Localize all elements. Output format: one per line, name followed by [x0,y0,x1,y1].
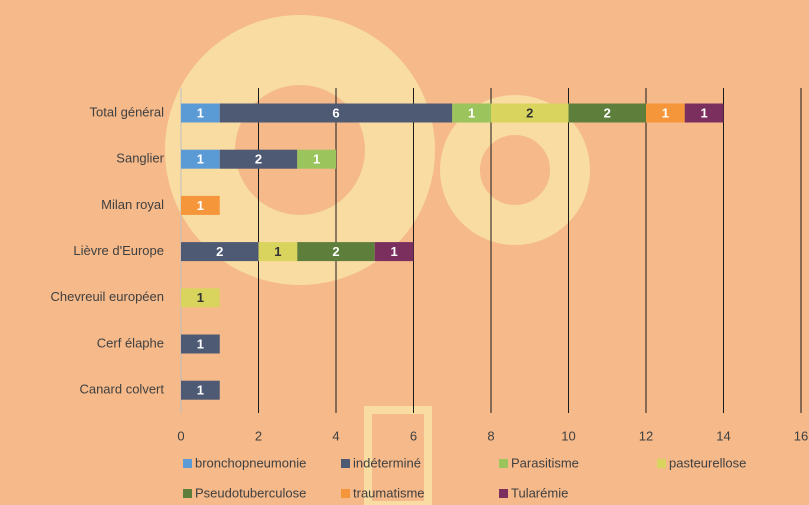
data-label: 1 [197,336,204,351]
data-label: 2 [332,244,339,259]
x-tick-label: 16 [794,428,808,443]
y-tick-label: Sanglier [116,151,164,166]
legend-label: pasteurellose [669,455,746,470]
legend-swatch [183,489,192,498]
data-label: 1 [197,290,204,305]
data-label: 2 [216,244,223,259]
legend-swatch [183,459,192,468]
legend-swatch [341,489,350,498]
legend-label: traumatisme [353,485,425,500]
data-label: 1 [701,105,708,120]
data-label: 1 [391,244,398,259]
y-tick-label: Cerf élaphe [97,335,164,350]
x-tick-label: 12 [639,428,653,443]
y-tick-label: Milan royal [101,197,164,212]
legend-label: Tularémie [511,485,568,500]
y-tick-label: Total général [90,104,165,119]
y-tick-label: Lièvre d'Europe [73,243,164,258]
data-label: 6 [332,105,339,120]
legend-swatch [657,459,666,468]
x-tick-label: 0 [177,428,184,443]
legend-swatch [499,459,508,468]
data-label: 1 [313,152,320,167]
x-tick-label: 14 [716,428,730,443]
y-tick-label: Chevreuil européen [51,289,164,304]
chart: 0246810121416Total général1612211Sanglie… [0,0,809,505]
data-label: 1 [197,383,204,398]
data-label: 1 [274,244,281,259]
data-label: 2 [255,152,262,167]
x-tick-label: 6 [410,428,417,443]
legend-label: bronchopneumonie [195,455,306,470]
legend-swatch [341,459,350,468]
data-label: 1 [468,105,475,120]
legend-swatch [499,489,508,498]
x-tick-label: 8 [487,428,494,443]
data-label: 1 [197,198,204,213]
legend-label: Pseudotuberculose [195,485,306,500]
legend-label: Parasitisme [511,455,579,470]
x-tick-label: 4 [332,428,339,443]
y-tick-label: Canard colvert [79,382,164,397]
data-label: 2 [604,105,611,120]
data-label: 1 [197,105,204,120]
data-label: 1 [197,152,204,167]
data-label: 1 [662,105,669,120]
x-tick-label: 10 [561,428,575,443]
data-label: 2 [526,105,533,120]
x-tick-label: 2 [255,428,262,443]
legend-label: indéterminé [353,455,421,470]
